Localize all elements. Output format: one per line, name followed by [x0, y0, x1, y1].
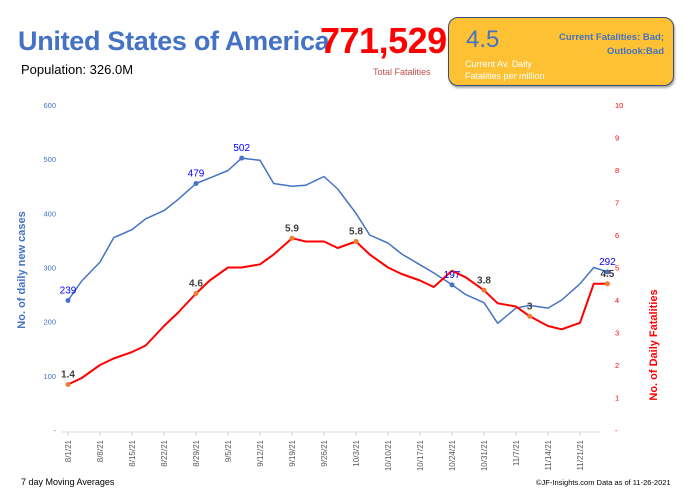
y-tick-label: 100 — [43, 372, 56, 381]
x-tick-label: 11/14/21 — [544, 439, 553, 470]
x-tick-label: 9/19/21 — [288, 439, 297, 466]
fatalities-data-label: 3.8 — [477, 275, 491, 286]
x-tick-label: 10/24/21 — [448, 439, 457, 471]
status-caption-line2: Fatalities per million — [465, 71, 545, 81]
fatalities-data-label: 4.6 — [189, 279, 203, 290]
y2-tick-label: 10 — [615, 101, 623, 110]
fatalities-marker — [289, 235, 295, 241]
x-tick-label: 10/31/21 — [480, 439, 489, 471]
y-tick-label: 300 — [43, 264, 56, 273]
status-outlook-line1: Current Fatalities: Bad; — [558, 32, 664, 43]
cases-data-label: 502 — [233, 143, 250, 154]
y2-tick-label: 4 — [615, 296, 619, 305]
footer-note: 7 day Moving Averages — [21, 477, 115, 487]
x-tick-label: 10/10/21 — [384, 439, 393, 471]
y-tick-label: 500 — [43, 155, 56, 164]
x-tick-label: 8/22/21 — [160, 439, 169, 466]
total-fatalities-label: Total Fatalities — [373, 67, 431, 77]
fatalities-data-label: 1.4 — [61, 370, 75, 381]
fatalities-data-label: 4.5 — [600, 269, 614, 280]
fatalities-marker — [527, 313, 533, 319]
fatalities-data-label: 3 — [527, 301, 533, 312]
fatalities-marker — [353, 239, 359, 244]
y2-tick-label: 3 — [615, 329, 619, 338]
cases-data-label: 239 — [60, 286, 77, 297]
y2-tick-label: - — [615, 426, 618, 435]
fatalities-data-label: 5.9 — [285, 223, 299, 234]
y-tick-label: 600 — [43, 101, 56, 110]
x-tick-label: 9/5/21 — [224, 439, 233, 462]
y2-tick-label: 9 — [615, 134, 619, 143]
total-fatalities-value: 771,529 — [320, 20, 447, 61]
x-tick-label: 9/12/21 — [256, 439, 265, 466]
x-tick-label: 8/1/21 — [64, 439, 73, 462]
y2-tick-label: 1 — [615, 394, 619, 403]
y-tick-label: 200 — [43, 318, 56, 327]
cases-data-label: 197 — [444, 270, 461, 281]
x-tick-label: 11/21/21 — [576, 439, 585, 470]
y2-tick-label: 7 — [615, 199, 619, 208]
cases-marker — [449, 282, 455, 288]
status-caption: Current Av. Daily Fatalities per million — [465, 58, 545, 82]
x-tick-label: 8/8/21 — [96, 439, 105, 462]
population-label: Population: 326.0M — [21, 62, 134, 77]
fatalities-line — [67, 237, 608, 386]
y2-tick-label: 8 — [615, 166, 619, 175]
fatalities-marker — [65, 382, 71, 387]
x-tick-label: 8/15/21 — [128, 439, 137, 466]
y2-tick-label: 2 — [615, 361, 619, 370]
cases-marker — [239, 155, 245, 161]
x-tick-label: 11/7/21 — [512, 439, 521, 466]
country-title: United States of America — [18, 26, 330, 56]
fatalities-marker — [604, 281, 610, 287]
cases-marker — [604, 269, 610, 275]
cases-marker — [65, 298, 71, 304]
fatalities-marker — [481, 287, 487, 293]
cases-marker — [193, 181, 199, 187]
status-outlook: Current Fatalities: Bad; Outlook:Bad — [544, 31, 664, 59]
y2-tick-label: 5 — [615, 264, 619, 273]
cases-line — [67, 157, 608, 325]
footer-source: ©JF-Insights.com Data as of 11-26-2021 — [536, 478, 671, 487]
x-tick-label: 10/17/21 — [416, 439, 425, 471]
y2-axis-title: No. of Daily Fatalities — [648, 289, 660, 400]
x-tick-label: 10/3/21 — [352, 439, 361, 466]
status-box: 4.5 Current Av. Daily Fatalities per mil… — [448, 17, 674, 86]
y-axis-title: No. of daily new cases — [16, 211, 28, 328]
cases-data-label: 292 — [599, 257, 616, 268]
y2-tick-label: 6 — [615, 231, 619, 240]
y-tick-label: 400 — [43, 209, 56, 218]
cases-data-label: 479 — [188, 169, 205, 180]
y-tick-label: - — [54, 426, 57, 435]
x-tick-label: 9/26/21 — [320, 439, 329, 466]
status-caption-line1: Current Av. Daily — [465, 59, 532, 69]
x-tick-label: 8/29/21 — [192, 439, 201, 466]
status-outlook-line2: Outlook:Bad — [607, 46, 664, 57]
current-daily-fatalities-value: 4.5 — [466, 26, 500, 53]
fatalities-data-label: 5.8 — [349, 227, 363, 238]
fatalities-marker — [193, 291, 199, 296]
